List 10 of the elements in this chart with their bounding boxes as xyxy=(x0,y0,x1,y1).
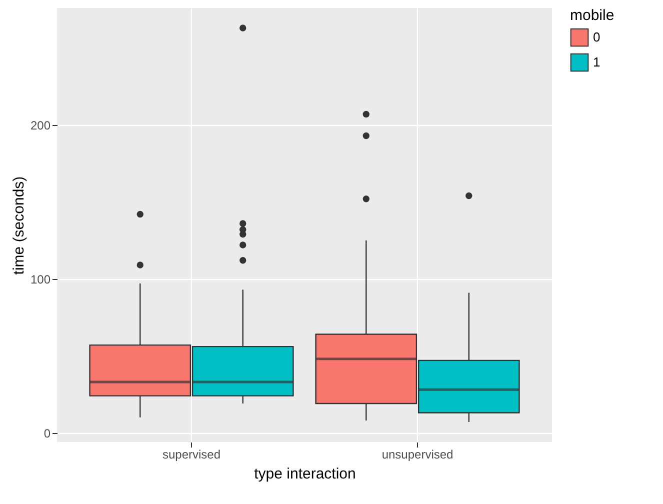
legend-title: mobile xyxy=(570,7,614,24)
x-tick-label: supervised xyxy=(162,448,220,462)
x-axis-title: type interaction xyxy=(254,466,356,482)
y-axis-title: time (seconds) xyxy=(10,176,28,275)
y-tick-label: 200 xyxy=(30,118,51,132)
y-tick-label: 100 xyxy=(30,272,51,286)
legend-label: 1 xyxy=(593,54,600,70)
legend-label: 0 xyxy=(593,30,600,44)
y-tick-label: 0 xyxy=(44,426,51,440)
x-tick-label: unsupervised xyxy=(382,448,454,462)
